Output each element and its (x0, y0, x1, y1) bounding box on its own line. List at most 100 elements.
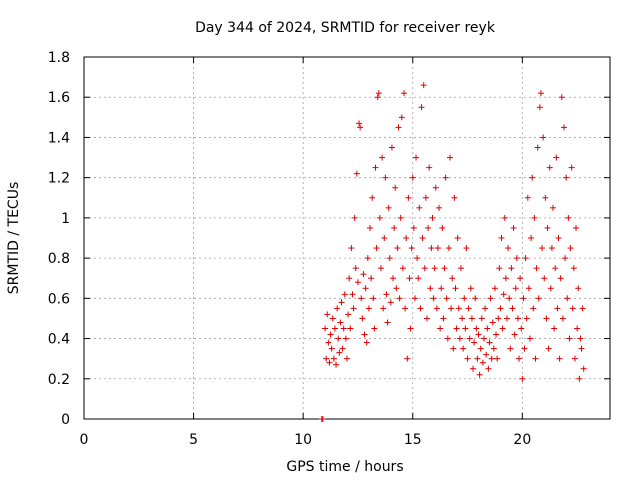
data-point (327, 331, 334, 338)
data-point (506, 295, 513, 302)
data-point (445, 245, 452, 252)
data-point (529, 174, 536, 181)
data-point (339, 345, 346, 352)
data-point (505, 245, 512, 252)
data-point (336, 349, 343, 356)
data-point (362, 285, 369, 292)
data-point (475, 331, 482, 338)
data-point (364, 255, 371, 262)
data-point (519, 375, 526, 382)
data-point (537, 90, 544, 97)
data-point (494, 355, 501, 362)
data-point (569, 305, 576, 312)
y-tick-label: 0 (61, 412, 70, 428)
data-point (417, 305, 424, 312)
data-point (459, 315, 466, 322)
data-point (328, 345, 335, 352)
data-point (471, 339, 478, 346)
data-point (361, 331, 368, 338)
data-point (579, 305, 586, 312)
data-point (388, 144, 395, 151)
data-point (323, 355, 330, 362)
data-point (571, 355, 578, 362)
data-point (562, 255, 569, 262)
data-point (580, 365, 587, 372)
data-point (510, 224, 517, 231)
data-point (517, 275, 524, 282)
data-point (574, 325, 581, 332)
data-point (395, 124, 402, 131)
y-tick-label: 1.2 (48, 171, 70, 187)
data-point (470, 365, 477, 372)
data-point (421, 265, 428, 272)
data-point (464, 355, 471, 362)
data-point (353, 170, 360, 177)
data-point (348, 245, 355, 252)
data-point (532, 355, 539, 362)
x-tick-label: 5 (189, 432, 198, 448)
data-point (508, 265, 515, 272)
data-point (325, 339, 332, 346)
data-point (341, 291, 348, 298)
data-point (521, 345, 528, 352)
data-point (432, 184, 439, 191)
data-point (409, 174, 416, 181)
data-point (523, 315, 530, 322)
y-tick-labels: 0 0.2 0.4 0.6 0.8 1 1.2 1.4 1.6 1.8 (48, 50, 70, 428)
data-point (455, 305, 462, 312)
data-point (444, 335, 451, 342)
data-point (567, 245, 574, 252)
data-point (319, 416, 326, 422)
data-point (536, 104, 543, 111)
data-point (539, 245, 546, 252)
data-point (363, 339, 370, 346)
data-point (387, 299, 394, 306)
data-point (369, 194, 376, 201)
x-tick-label: 15 (404, 432, 422, 448)
data-point (555, 235, 562, 241)
data-point (330, 355, 337, 362)
data-point (484, 325, 491, 332)
data-point (547, 285, 554, 292)
data-point (557, 275, 564, 282)
data-point (407, 325, 414, 332)
x-tick-label: 20 (513, 432, 531, 448)
x-tick-label: 0 (80, 432, 89, 448)
data-point (556, 355, 563, 362)
data-point (457, 265, 464, 272)
data-point (478, 315, 485, 322)
data-point (349, 291, 356, 298)
x-tick-label: 10 (294, 432, 312, 448)
data-point (533, 265, 540, 272)
data-point (530, 305, 537, 312)
data-point (411, 295, 418, 302)
data-point (437, 325, 444, 332)
data-point (357, 124, 364, 131)
data-point (454, 235, 461, 241)
data-point (396, 295, 403, 302)
data-point (456, 335, 463, 342)
data-point (431, 265, 438, 272)
data-point (326, 359, 333, 366)
y-tick-label: 1.4 (48, 130, 70, 146)
data-point (490, 345, 497, 352)
data-point (346, 275, 353, 282)
data-point (507, 345, 514, 352)
data-point (430, 295, 437, 302)
data-point (573, 224, 580, 231)
data-point (429, 214, 436, 221)
data-point (398, 114, 405, 121)
data-point (410, 224, 417, 231)
data-point (329, 315, 336, 322)
data-point (472, 295, 479, 302)
data-point (485, 365, 492, 372)
chart-title: Day 344 of 2024, SRMTID for receiver rey… (195, 20, 496, 36)
data-point (338, 299, 345, 306)
data-point (374, 94, 381, 101)
data-point (473, 325, 480, 332)
data-point (483, 351, 490, 358)
data-point (566, 335, 573, 342)
data-point (535, 295, 542, 302)
data-point (334, 305, 341, 312)
